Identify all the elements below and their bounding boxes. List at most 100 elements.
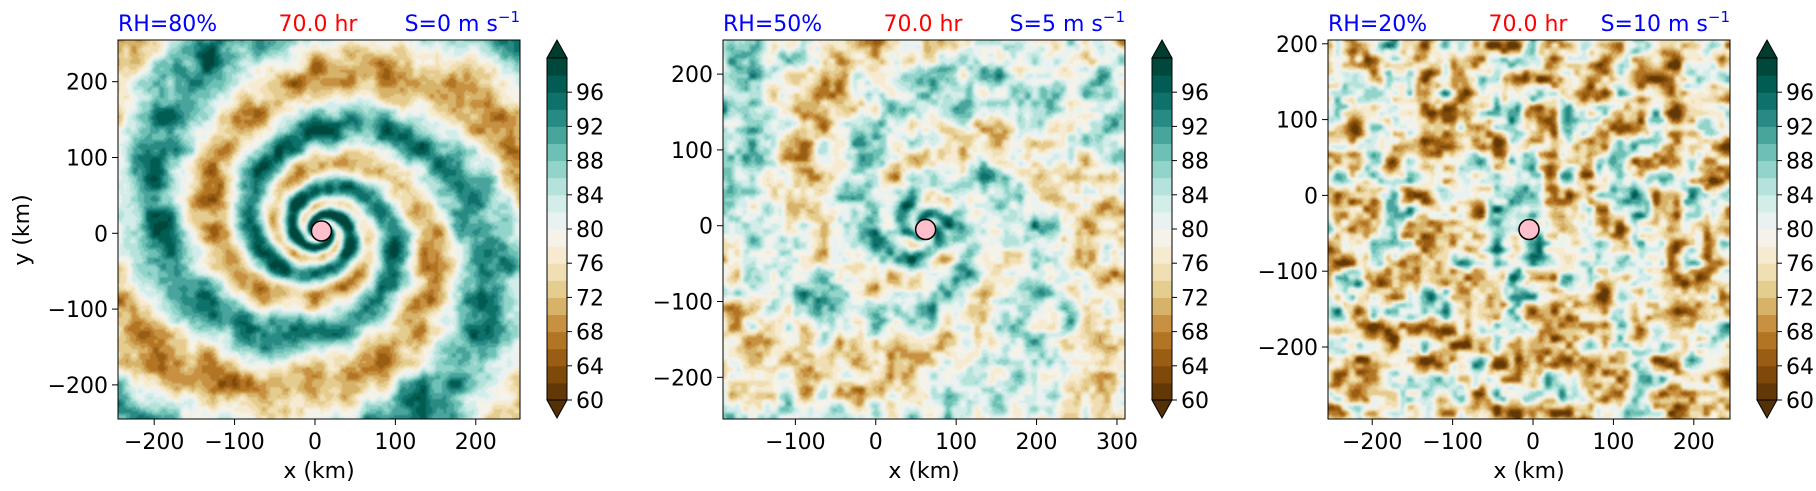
colorbar-tick-label: 92 bbox=[1181, 115, 1209, 140]
colorbar-level bbox=[1152, 365, 1172, 384]
colorbar-level bbox=[1152, 160, 1172, 179]
colorbar-tick-label: 68 bbox=[576, 321, 604, 346]
panel-3-title-right-main: S=10 m s bbox=[1601, 12, 1708, 37]
colorbar-level bbox=[547, 92, 567, 110]
colorbar-level bbox=[547, 297, 567, 315]
colorbar-level bbox=[1152, 58, 1172, 76]
colorbar-level bbox=[1757, 109, 1777, 127]
panel-2-title-right-main: S=5 m s bbox=[1010, 12, 1103, 37]
panel-3-xticks: −200 −100 0 100 200 bbox=[1342, 419, 1715, 455]
colorbar-tick-label: 68 bbox=[1181, 321, 1209, 346]
panel-3-ytick-label: 200 bbox=[1276, 33, 1318, 58]
colorbar-tick-label: 76 bbox=[1181, 252, 1209, 277]
panel-3-ytick-label: 0 bbox=[1304, 184, 1318, 209]
panel-1-ytick-label: 100 bbox=[66, 146, 108, 171]
colorbar-level bbox=[547, 143, 567, 162]
colorbar-level bbox=[547, 211, 567, 230]
colorbar-tick-label: 76 bbox=[576, 252, 604, 277]
colorbar-level bbox=[547, 229, 567, 247]
panel-1-xlabel: x (km) bbox=[283, 459, 354, 484]
panel-1: RH=80% 70.0 hr S=0 m s−1 −200 −100 0 100 200… bbox=[10, 8, 604, 484]
panel-1-ytick-label: 0 bbox=[94, 222, 108, 247]
colorbar-extend-min bbox=[1756, 399, 1778, 420]
colorbar-level bbox=[547, 109, 567, 127]
colorbar-level bbox=[1152, 109, 1172, 127]
panel-1-title-right-main: S=0 m s bbox=[405, 12, 498, 37]
colorbar-extend-min bbox=[546, 399, 568, 420]
colorbar-level bbox=[1757, 365, 1777, 384]
colorbar-tick-label: 84 bbox=[1786, 184, 1814, 209]
panel-1-title-right-sup: −1 bbox=[498, 8, 520, 26]
colorbar-level bbox=[1757, 280, 1777, 298]
colorbar-tick-label: 64 bbox=[1786, 355, 1814, 380]
colorbar-tick-label: 92 bbox=[1786, 115, 1814, 140]
panel-3-xtick-label: 200 bbox=[1673, 430, 1715, 455]
colorbar-level bbox=[1152, 229, 1172, 247]
colorbar-level bbox=[1152, 297, 1172, 315]
colorbar-level bbox=[1757, 177, 1777, 196]
colorbar-level bbox=[547, 331, 567, 350]
colorbar-tick-label: 64 bbox=[576, 355, 604, 380]
panel-1-xtick-label: 200 bbox=[455, 430, 497, 455]
panel-2-xtick-label: −100 bbox=[765, 430, 825, 455]
panel-1-frame bbox=[117, 39, 521, 420]
panel-3-ytick-label: 100 bbox=[1276, 109, 1318, 134]
colorbar-level bbox=[1757, 263, 1777, 281]
panel-3-center-marker bbox=[1518, 218, 1540, 241]
colorbar-tick-label: 96 bbox=[1786, 81, 1814, 106]
panel-3-xtick-label: −100 bbox=[1422, 430, 1482, 455]
colorbar-tick-label: 84 bbox=[576, 184, 604, 209]
panel-3-title-left: RH=20% bbox=[1328, 12, 1427, 37]
colorbar-level bbox=[1152, 126, 1172, 144]
panel-3-title-right-sup: −1 bbox=[1708, 8, 1730, 26]
colorbar-tick-label: 84 bbox=[1181, 184, 1209, 209]
colorbar-tick-label: 64 bbox=[1181, 355, 1209, 380]
colorbar-level bbox=[547, 382, 567, 401]
panel-1-title-left: RH=80% bbox=[118, 12, 217, 37]
colorbar-level bbox=[547, 177, 567, 196]
panel-2-ytick-label: 100 bbox=[671, 139, 713, 164]
colorbar-level bbox=[1152, 314, 1172, 333]
colorbar-tick-label: 60 bbox=[1181, 389, 1209, 414]
panel-1-yticks: −200 −100 0 100 200 bbox=[48, 71, 118, 399]
panel-2-title-right-sup: −1 bbox=[1103, 8, 1125, 26]
colorbar-tick-label: 80 bbox=[576, 218, 604, 243]
panel-1-xtick-label: 100 bbox=[374, 430, 416, 455]
panel-2-ytick-label: 0 bbox=[699, 215, 713, 240]
panel-3-frame bbox=[1327, 39, 1731, 420]
colorbar-extend-min bbox=[1151, 399, 1173, 420]
colorbar-level bbox=[1757, 160, 1777, 179]
panel-2-center-marker bbox=[914, 218, 937, 241]
colorbar-tick-label: 80 bbox=[1181, 218, 1209, 243]
colorbar-level bbox=[1757, 58, 1777, 76]
colorbar-level bbox=[1152, 280, 1172, 298]
colorbar-tick-label: 76 bbox=[1786, 252, 1814, 277]
colorbar-level bbox=[1152, 211, 1172, 230]
colorbar-level bbox=[1152, 348, 1172, 367]
panel-2-xtick-label: 200 bbox=[1016, 430, 1058, 455]
colorbar-level bbox=[1757, 246, 1777, 264]
panel-2-ytick-label: −100 bbox=[653, 291, 713, 316]
panel-2: RH=50% 70.0 hr S=5 m s−1 −100 0 100 200 300 … bbox=[653, 8, 1209, 484]
colorbar-tick-label: 72 bbox=[1786, 286, 1814, 311]
panel-1-xtick-label: 0 bbox=[308, 430, 322, 455]
colorbar-level bbox=[1152, 75, 1172, 93]
colorbar-level bbox=[1757, 382, 1777, 401]
colorbar-level bbox=[1757, 314, 1777, 333]
colorbar-extend-max bbox=[546, 38, 568, 59]
colorbar-level bbox=[1152, 382, 1172, 401]
panel-2-title-right: S=5 m s−1 bbox=[1010, 8, 1125, 37]
colorbar-level bbox=[1757, 229, 1777, 247]
panel-3-title-center: 70.0 hr bbox=[1489, 12, 1569, 37]
panel-2-xticks: −100 0 100 200 300 bbox=[765, 419, 1138, 455]
panel-2-xlabel: x (km) bbox=[888, 459, 959, 484]
panel-3-colorbar: 60 64 68 72 76 80 84 88 92 96 bbox=[1756, 38, 1814, 420]
colorbar-level bbox=[547, 160, 567, 179]
panel-2-ytick-label: 200 bbox=[671, 63, 713, 88]
colorbar-level bbox=[1152, 177, 1172, 196]
colorbar-tick-label: 72 bbox=[1181, 286, 1209, 311]
panel-2-ytick-label: −200 bbox=[653, 366, 713, 391]
panel-3-xtick-label: 100 bbox=[1592, 430, 1634, 455]
colorbar-level bbox=[547, 280, 567, 298]
colorbar-tick-label: 72 bbox=[576, 286, 604, 311]
